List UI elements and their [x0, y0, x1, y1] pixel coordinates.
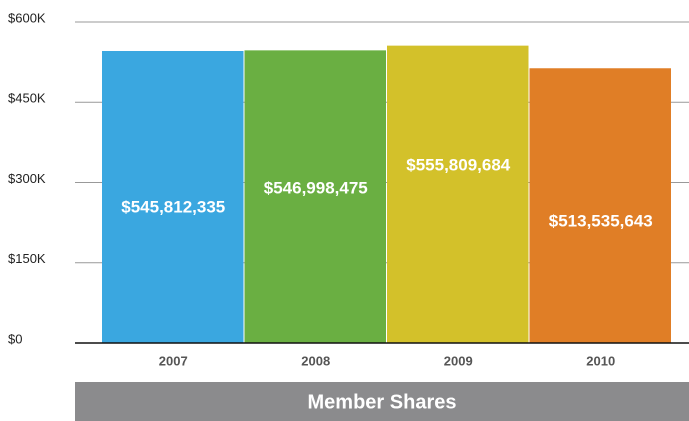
chart-title: Member Shares	[308, 391, 457, 413]
y-tick-label: $0	[8, 331, 22, 346]
x-tick-label: 2008	[301, 353, 330, 368]
y-tick-label: $450K	[8, 91, 46, 106]
bar	[102, 50, 244, 343]
data-label: $513,535,643	[549, 211, 653, 230]
x-tick-label: 2009	[444, 353, 473, 368]
y-tick-label: $150K	[8, 251, 46, 266]
x-tick-label: 2010	[586, 353, 615, 368]
x-tick-label: 2007	[159, 353, 188, 368]
bar	[244, 50, 386, 344]
data-label: $555,809,684	[406, 155, 511, 174]
data-label: $546,998,475	[264, 178, 368, 197]
data-label: $545,812,335	[121, 197, 225, 216]
bar	[529, 68, 671, 344]
bar	[387, 45, 529, 344]
y-tick-label: $600K	[8, 10, 46, 25]
y-tick-label: $300K	[8, 171, 46, 186]
title-band	[75, 382, 689, 421]
